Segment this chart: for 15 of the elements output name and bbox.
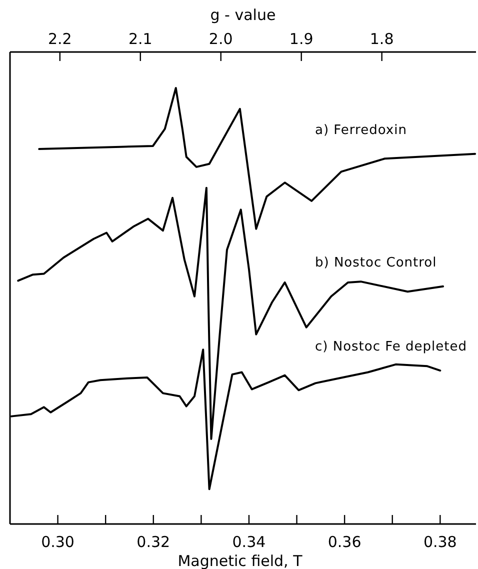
x-tick-label: 0.32	[136, 533, 170, 551]
x-tick-label: 0.38	[423, 533, 457, 551]
x2-tick-label: 2.2	[48, 30, 72, 48]
x-tick-label: 0.30	[41, 533, 74, 551]
x2-axis-title: g - value	[210, 6, 276, 24]
series-label: a) Ferredoxin	[315, 122, 407, 138]
x-axis-title: Magnetic field, T	[178, 552, 304, 569]
series-label: c) Nostoc Fe depleted	[315, 340, 467, 355]
x-tick-label: 0.34	[232, 533, 266, 551]
x2-tick-label: 1.9	[289, 30, 314, 48]
series-label: b) Nostoc Control	[315, 255, 437, 270]
x-tick-label: 0.36	[328, 533, 362, 551]
x2-tick-label: 2.0	[208, 30, 233, 48]
x2-tick-label: 2.1	[128, 30, 152, 48]
x2-tick-label: 1.8	[370, 30, 394, 48]
